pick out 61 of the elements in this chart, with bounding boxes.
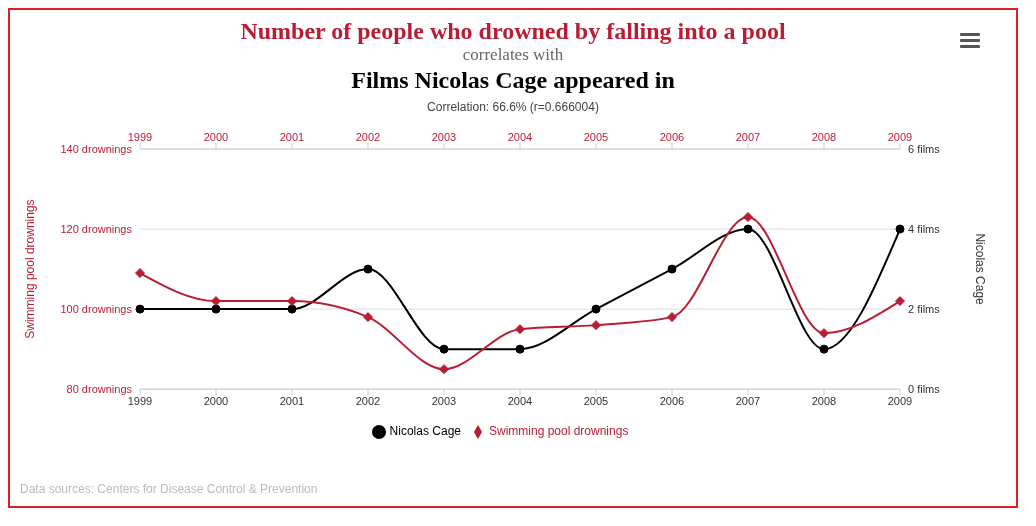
- y-axis-title: Swimming pool drownings: [23, 199, 38, 339]
- point: [667, 264, 677, 274]
- category-label: 2007: [735, 131, 761, 143]
- point: [667, 312, 677, 323]
- point: [591, 304, 601, 314]
- category-label: 2004: [507, 131, 533, 143]
- point: [895, 296, 905, 307]
- text: Correlation: 66.6% (r=0.666004): [426, 100, 600, 114]
- y-tick-label: 80 drownings: [66, 383, 133, 396]
- point: [743, 212, 753, 223]
- point: [895, 224, 905, 234]
- x-tick-label: 2009: [887, 394, 913, 407]
- x-tick-label: 2008: [811, 394, 837, 407]
- point: [515, 344, 525, 354]
- x-tick-label: 2001: [279, 394, 305, 407]
- category-label: 2001: [279, 131, 305, 143]
- y2-tick-label: 2 films: [908, 303, 941, 316]
- x-tick-label: 2007: [735, 394, 761, 407]
- y2-tick-label: 4 films: [908, 222, 941, 235]
- category-label: 2002: [355, 131, 381, 143]
- point: [591, 320, 601, 331]
- x-tick-label: 2006: [659, 394, 685, 407]
- x-tick-label: 1999: [127, 394, 153, 407]
- x-tick-label: 2005: [583, 394, 609, 407]
- point: [819, 344, 829, 354]
- point: [515, 324, 525, 335]
- text: Data sources: Centers for Disease Control & Prevention: [20, 482, 318, 496]
- y2-axis-title: Nicolas Cage: [972, 233, 987, 306]
- point: [135, 268, 145, 279]
- category-label: 2008: [811, 131, 837, 143]
- chart-title: Number of people who drowned by falling into a pool: [239, 18, 787, 45]
- legend-label: Nicolas Cage: [389, 424, 461, 439]
- point: [363, 312, 373, 323]
- point: [211, 296, 221, 307]
- point: [363, 264, 373, 274]
- category-label: 2009: [887, 131, 913, 143]
- text: Films Nicolas Cage appeared in: [350, 67, 676, 94]
- point: [287, 304, 297, 314]
- y2-tick-label: 6 films: [908, 142, 941, 155]
- y-tick-label: 140 drownings: [60, 142, 133, 155]
- x-tick-label: 2003: [431, 394, 457, 407]
- point: [439, 364, 449, 375]
- y-tick-label: 120 drownings: [60, 222, 133, 235]
- category-label: 2005: [583, 131, 609, 143]
- point: [211, 304, 221, 314]
- point: [287, 296, 297, 307]
- x-tick-label: 2004: [507, 394, 533, 407]
- x-tick-label: 2000: [203, 394, 229, 407]
- category-label: 2003: [431, 131, 457, 143]
- x-tick-label: 2002: [355, 394, 381, 407]
- chart-subtitle: correlates with: [461, 45, 565, 65]
- y2-tick-label: 0 films: [908, 383, 941, 396]
- point: [135, 304, 145, 314]
- point: [743, 224, 753, 234]
- category-label: 2000: [203, 131, 229, 143]
- category-label: 1999: [127, 131, 153, 143]
- legend-label: Swimming pool drownings: [488, 424, 629, 439]
- point: [819, 328, 829, 339]
- category-label: 2006: [659, 131, 685, 143]
- y-tick-label: 100 drownings: [60, 303, 133, 316]
- point: [439, 344, 449, 354]
